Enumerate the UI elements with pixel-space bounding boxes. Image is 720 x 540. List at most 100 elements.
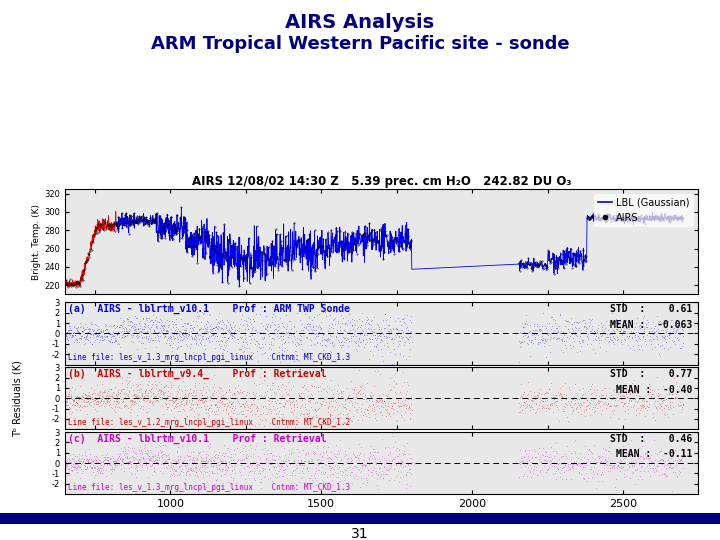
Point	[339, 400, 351, 408]
Point	[160, 327, 171, 336]
Point	[592, 328, 603, 337]
Point	[96, 396, 107, 404]
Point	[74, 457, 86, 465]
Point	[228, 455, 240, 464]
Point	[136, 212, 148, 221]
Point	[132, 411, 143, 420]
Point	[524, 327, 536, 335]
Point	[254, 327, 266, 336]
Point	[74, 402, 86, 410]
Point	[601, 333, 613, 341]
Point	[72, 327, 84, 336]
Point	[170, 314, 181, 323]
Point	[239, 447, 251, 455]
Point	[320, 312, 332, 321]
Point	[643, 335, 654, 344]
Point	[358, 342, 369, 351]
Point	[620, 386, 631, 394]
Point	[631, 398, 642, 407]
Point	[385, 327, 397, 336]
Point	[248, 268, 259, 276]
Point	[178, 396, 189, 404]
Point	[164, 471, 176, 480]
Point	[264, 405, 276, 414]
Point	[346, 314, 358, 323]
Point	[345, 416, 356, 424]
Point	[678, 339, 689, 347]
Point	[530, 453, 541, 462]
Point	[672, 455, 683, 464]
Point	[367, 466, 379, 475]
Point	[597, 328, 608, 337]
Point	[60, 280, 71, 289]
Point	[131, 393, 143, 402]
Point	[305, 395, 316, 404]
Point	[588, 336, 599, 345]
Point	[112, 394, 123, 403]
Point	[91, 326, 103, 334]
Point	[631, 337, 642, 346]
Point	[122, 327, 133, 336]
Point	[104, 225, 115, 234]
Point	[292, 389, 304, 397]
Point	[312, 443, 323, 452]
Point	[279, 343, 291, 352]
Point	[268, 415, 279, 423]
Point	[71, 465, 83, 474]
Point	[303, 397, 315, 406]
Point	[246, 324, 258, 333]
Point	[378, 473, 390, 482]
Point	[197, 447, 209, 455]
Point	[346, 463, 358, 472]
Point	[396, 326, 408, 335]
Point	[185, 332, 197, 341]
Point	[661, 325, 672, 333]
Point	[182, 451, 194, 460]
Point	[197, 457, 209, 465]
Point	[654, 404, 665, 413]
Point	[520, 450, 531, 458]
Point	[213, 309, 225, 318]
Point	[585, 382, 597, 390]
Point	[634, 335, 646, 343]
Point	[83, 336, 94, 345]
Point	[627, 468, 639, 476]
Point	[107, 393, 118, 401]
Point	[579, 316, 590, 325]
Point	[239, 399, 251, 407]
Point	[123, 457, 135, 466]
Text: Line file: les_v_1.3_mrg_lncpl_pgi_linux    Cntnm: MT_CKD_1.3: Line file: les_v_1.3_mrg_lncpl_pgi_linux…	[68, 483, 350, 491]
Point	[204, 393, 215, 401]
Point	[283, 445, 294, 454]
Point	[656, 320, 667, 328]
Point	[89, 386, 100, 394]
Point	[186, 242, 198, 251]
Point	[621, 393, 633, 402]
Point	[355, 386, 366, 394]
Point	[310, 251, 322, 259]
Point	[216, 397, 228, 406]
Point	[162, 225, 174, 233]
Point	[163, 231, 174, 239]
Point	[322, 327, 333, 336]
Point	[204, 442, 216, 451]
Point	[281, 474, 292, 483]
Point	[543, 255, 554, 264]
Point	[180, 469, 192, 477]
Point	[534, 404, 545, 413]
Point	[332, 319, 343, 328]
Point	[291, 413, 302, 422]
Point	[516, 318, 528, 327]
Point	[98, 453, 109, 462]
Point	[575, 459, 586, 468]
Point	[646, 458, 657, 467]
Point	[140, 449, 151, 458]
Point	[595, 456, 607, 465]
Point	[354, 334, 365, 342]
Point	[150, 320, 162, 329]
Point	[526, 264, 537, 273]
Point	[94, 328, 105, 336]
Point	[143, 450, 154, 459]
Point	[336, 392, 347, 401]
Point	[327, 470, 338, 478]
